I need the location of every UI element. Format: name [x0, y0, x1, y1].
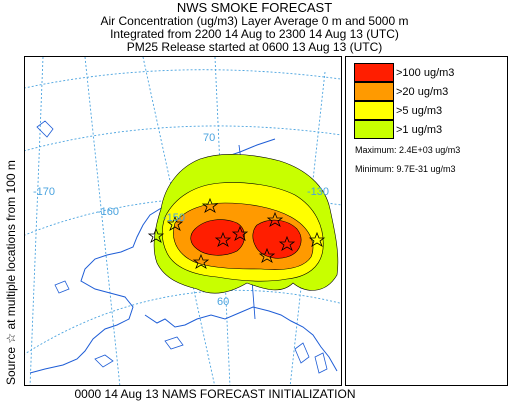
legend-item: >1 ug/m3 — [354, 120, 442, 139]
star-icon — [308, 231, 326, 247]
star-icon — [192, 253, 210, 269]
legend-label: >5 ug/m3 — [396, 104, 443, 117]
contour-gt100-west — [190, 219, 245, 256]
map-title: NWS SMOKE FORECAST — [176, 0, 333, 15]
legend-item: >100 ug/m3 — [354, 63, 454, 82]
source-side-label: Source ☆ at multiple locations from 100 … — [0, 56, 22, 386]
maximum-value: Maximum: 2.4E+03 ug/m3 — [355, 145, 461, 155]
lon-label-150: -150 — [163, 212, 185, 224]
legend-item: >5 ug/m3 — [354, 101, 442, 120]
lon-label-160: -160 — [97, 206, 119, 218]
legend-swatch — [354, 63, 394, 82]
legend-panel: >100 ug/m3 >20 ug/m3 >5 ug/m3 >1 ug/m3 M… — [345, 56, 508, 386]
star-icon — [214, 231, 232, 247]
star-icon — [231, 225, 249, 241]
star-icon — [278, 235, 296, 251]
coastal-islands — [36, 120, 328, 374]
subtitle-concentration: Air Concentration (ug/m3) Layer Average … — [100, 14, 409, 28]
side-label-text: Source ☆ at multiple locations from 100 … — [4, 160, 18, 385]
legend-label: >100 ug/m3 — [396, 66, 455, 79]
star-icon — [266, 211, 284, 227]
lon-label-130: -130 — [307, 186, 329, 198]
star-icon — [258, 247, 276, 263]
subtitle-integration: Integrated from 2200 14 Aug to 2300 14 A… — [110, 27, 399, 41]
lat-label-60: 60 — [217, 296, 229, 308]
legend-swatch — [354, 120, 394, 139]
lat-label-70: 70 — [203, 132, 215, 144]
star-icon — [166, 215, 184, 231]
smoke-map: -170 -160 -150 -130 70 60 — [24, 56, 342, 386]
legend-label: >1 ug/m3 — [396, 123, 443, 136]
legend-label: >20 ug/m3 — [396, 85, 449, 98]
minimum-value: Minimum: 9.7E-31 ug/m3 — [355, 164, 456, 174]
star-icon — [201, 197, 219, 213]
star-icon — [147, 227, 165, 243]
subtitle-release: PM25 Release started at 0600 13 Aug 13 (… — [126, 40, 383, 54]
forecast-initialization: 0000 14 Aug 13 NAMS FORECAST INITIALIZAT… — [74, 387, 356, 401]
lon-label-170: -170 — [33, 186, 55, 198]
contour-gt100-east — [252, 219, 302, 259]
legend-swatch — [354, 82, 394, 101]
legend-item: >20 ug/m3 — [354, 82, 448, 101]
source-markers — [147, 197, 326, 269]
legend-swatch — [354, 101, 394, 120]
